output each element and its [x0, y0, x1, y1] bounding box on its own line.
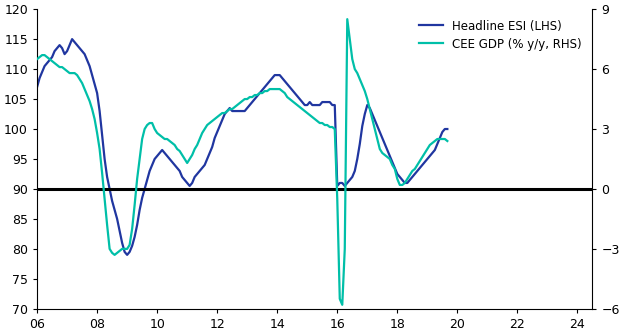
Legend: Headline ESI (LHS), CEE GDP (% y/y, RHS): Headline ESI (LHS), CEE GDP (% y/y, RHS) — [414, 15, 587, 55]
CEE GDP (% y/y, RHS) — [444, 139, 451, 143]
Headline ESI (LHS) — [188, 181, 196, 185]
Headline ESI (LHS) — [33, 85, 41, 89]
CEE GDP (% y/y, RHS) — [356, 77, 364, 81]
Headline ESI (LHS) — [444, 127, 451, 131]
Headline ESI (LHS) — [356, 142, 364, 146]
Headline ESI (LHS) — [46, 58, 53, 62]
CEE GDP (% y/y, RHS) — [344, 17, 351, 21]
CEE GDP (% y/y, RHS) — [74, 73, 81, 77]
Headline ESI (LHS) — [76, 46, 84, 50]
CEE GDP (% y/y, RHS) — [311, 117, 318, 121]
CEE GDP (% y/y, RHS) — [183, 161, 191, 165]
CEE GDP (% y/y, RHS) — [81, 87, 89, 91]
Line: CEE GDP (% y/y, RHS): CEE GDP (% y/y, RHS) — [37, 19, 447, 305]
Line: Headline ESI (LHS): Headline ESI (LHS) — [37, 39, 447, 255]
Headline ESI (LHS) — [84, 58, 91, 62]
Headline ESI (LHS) — [316, 103, 323, 107]
CEE GDP (% y/y, RHS) — [33, 57, 41, 61]
Headline ESI (LHS) — [69, 37, 76, 41]
CEE GDP (% y/y, RHS) — [46, 57, 53, 61]
Headline ESI (LHS) — [124, 253, 131, 257]
CEE GDP (% y/y, RHS) — [339, 303, 346, 307]
